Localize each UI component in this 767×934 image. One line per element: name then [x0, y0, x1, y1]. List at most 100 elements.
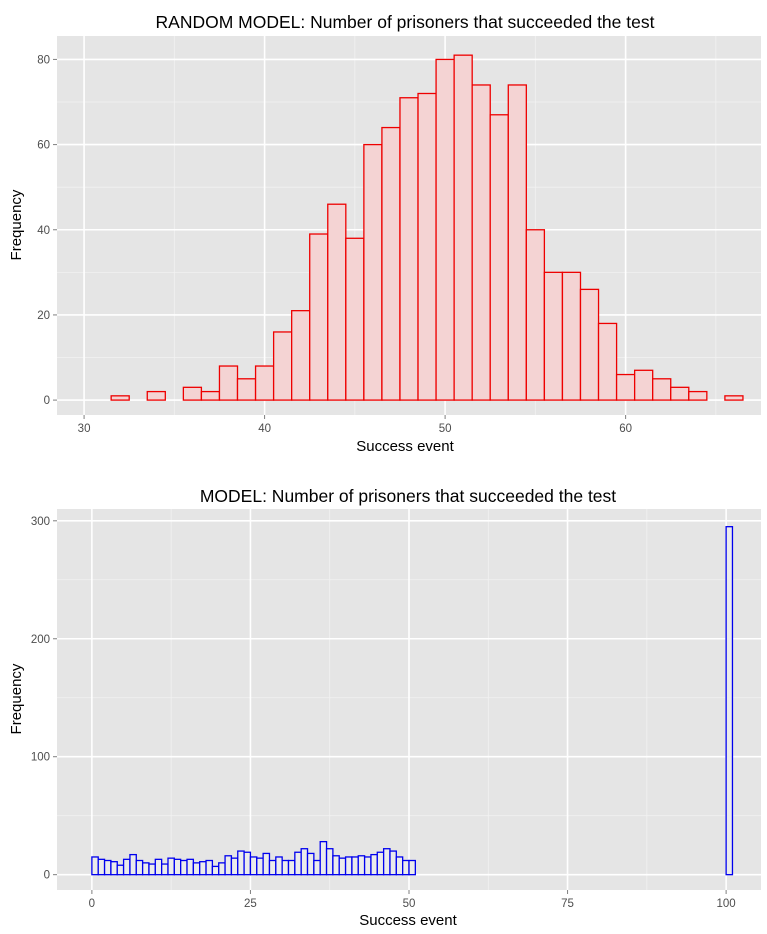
histogram-bar — [525, 229, 546, 401]
histogram-bar — [116, 864, 125, 876]
histogram-bar — [363, 856, 372, 876]
histogram-bar — [281, 859, 290, 876]
histogram-bar — [287, 859, 296, 876]
histogram-bar — [218, 365, 239, 401]
x-tick-label: 30 — [78, 423, 91, 435]
histogram-bar — [200, 390, 221, 401]
histogram-bar — [363, 143, 383, 401]
histogram-bar — [154, 858, 163, 876]
x-axis-label: Success event — [356, 438, 454, 455]
histogram-bar — [129, 853, 137, 876]
histogram-bar — [205, 859, 214, 876]
bars — [91, 526, 734, 876]
histogram-bar — [199, 861, 207, 876]
histogram-bar — [313, 859, 321, 876]
histogram-bar — [243, 851, 252, 876]
y-axis-ticks: 0 100 200 300 — [31, 516, 57, 882]
histogram-bar — [395, 856, 404, 876]
histogram-bar — [291, 310, 311, 401]
histogram-bar — [370, 853, 378, 876]
histogram-bar — [110, 395, 130, 401]
y-tick-label: 20 — [37, 310, 50, 322]
histogram-bar — [110, 861, 118, 876]
histogram-bar — [579, 288, 600, 401]
x-tick-label: 25 — [244, 898, 257, 910]
chart-title: RANDOM MODEL: Number of prisoners that s… — [156, 12, 655, 32]
histogram-bar — [652, 378, 672, 401]
x-tick-label: 40 — [258, 423, 271, 435]
y-tick-label: 100 — [31, 752, 50, 764]
histogram-bar — [141, 862, 150, 876]
histogram-bar — [417, 92, 437, 401]
histogram-bar — [327, 203, 347, 401]
histogram-bar — [256, 857, 264, 876]
histogram-bar — [725, 526, 734, 876]
histogram-bar — [254, 365, 275, 401]
histogram-bar — [180, 859, 188, 876]
chart-title: MODEL: Number of prisoners that succeede… — [200, 486, 616, 506]
histogram-bar — [275, 856, 283, 876]
histogram-bar — [382, 848, 391, 876]
x-tick-label: 100 — [717, 898, 736, 910]
histogram-bar — [633, 369, 654, 401]
histogram-bar — [262, 852, 271, 876]
histogram-bar — [237, 850, 245, 876]
histogram-bar — [192, 862, 201, 876]
histogram-bar — [97, 858, 106, 876]
histogram-bar — [453, 54, 473, 401]
histogram-bar — [351, 856, 359, 876]
histogram-bar — [230, 857, 239, 876]
y-tick-label: 40 — [37, 225, 50, 237]
histogram-bar — [268, 859, 277, 876]
x-tick-label: 60 — [619, 423, 632, 435]
histogram-bar — [319, 840, 328, 876]
histogram-bar — [325, 848, 334, 876]
histogram-bar — [399, 97, 419, 401]
histogram-bar — [186, 858, 195, 876]
histogram-bar — [173, 858, 182, 876]
histogram-bar — [332, 855, 340, 876]
histogram-bar — [489, 114, 509, 401]
histogram-bar — [688, 390, 708, 401]
histogram-bar — [236, 378, 257, 401]
x-axis-ticks: 0 25 50 75 100 — [89, 890, 736, 910]
y-tick-label: 60 — [37, 140, 50, 152]
histogram-bar — [615, 373, 636, 401]
y-tick-label: 300 — [31, 516, 50, 528]
histogram-bar — [471, 84, 491, 401]
histogram-bar — [306, 852, 315, 876]
histogram-bar — [122, 858, 131, 876]
y-tick-label: 0 — [44, 395, 50, 407]
histogram-bar — [338, 857, 347, 876]
histogram-bar — [309, 233, 329, 401]
histogram-bar — [249, 856, 258, 876]
histogram-bar — [408, 859, 416, 876]
histogram-bar — [402, 859, 410, 876]
y-tick-label: 80 — [37, 54, 50, 66]
x-tick-label: 50 — [439, 423, 452, 435]
model-histogram: MODEL: Number of prisoners that succeede… — [8, 486, 761, 929]
histogram-bar — [146, 390, 166, 401]
y-axis-ticks: 0 20 40 60 80 — [37, 54, 57, 407]
histogram-bar — [357, 855, 366, 876]
histogram-bar — [376, 851, 385, 876]
histogram-bar — [435, 58, 455, 401]
histogram-bar — [561, 271, 582, 401]
histogram-bar — [345, 237, 365, 401]
random-model-histogram: RANDOM MODEL: Number of prisoners that s… — [8, 12, 761, 455]
histogram-bar — [167, 857, 175, 876]
histogram-bar — [103, 859, 112, 876]
x-axis-label: Success event — [359, 912, 457, 929]
histogram-bar — [91, 856, 99, 876]
histogram-bar — [218, 862, 226, 876]
histogram-bar — [543, 271, 564, 401]
histogram-bar — [389, 850, 397, 876]
histogram-bar — [381, 126, 401, 401]
histogram-bar — [148, 863, 156, 876]
x-tick-label: 50 — [403, 898, 416, 910]
histogram-bar — [135, 859, 144, 876]
histogram-bar — [344, 856, 353, 876]
histogram-bar — [182, 386, 203, 401]
